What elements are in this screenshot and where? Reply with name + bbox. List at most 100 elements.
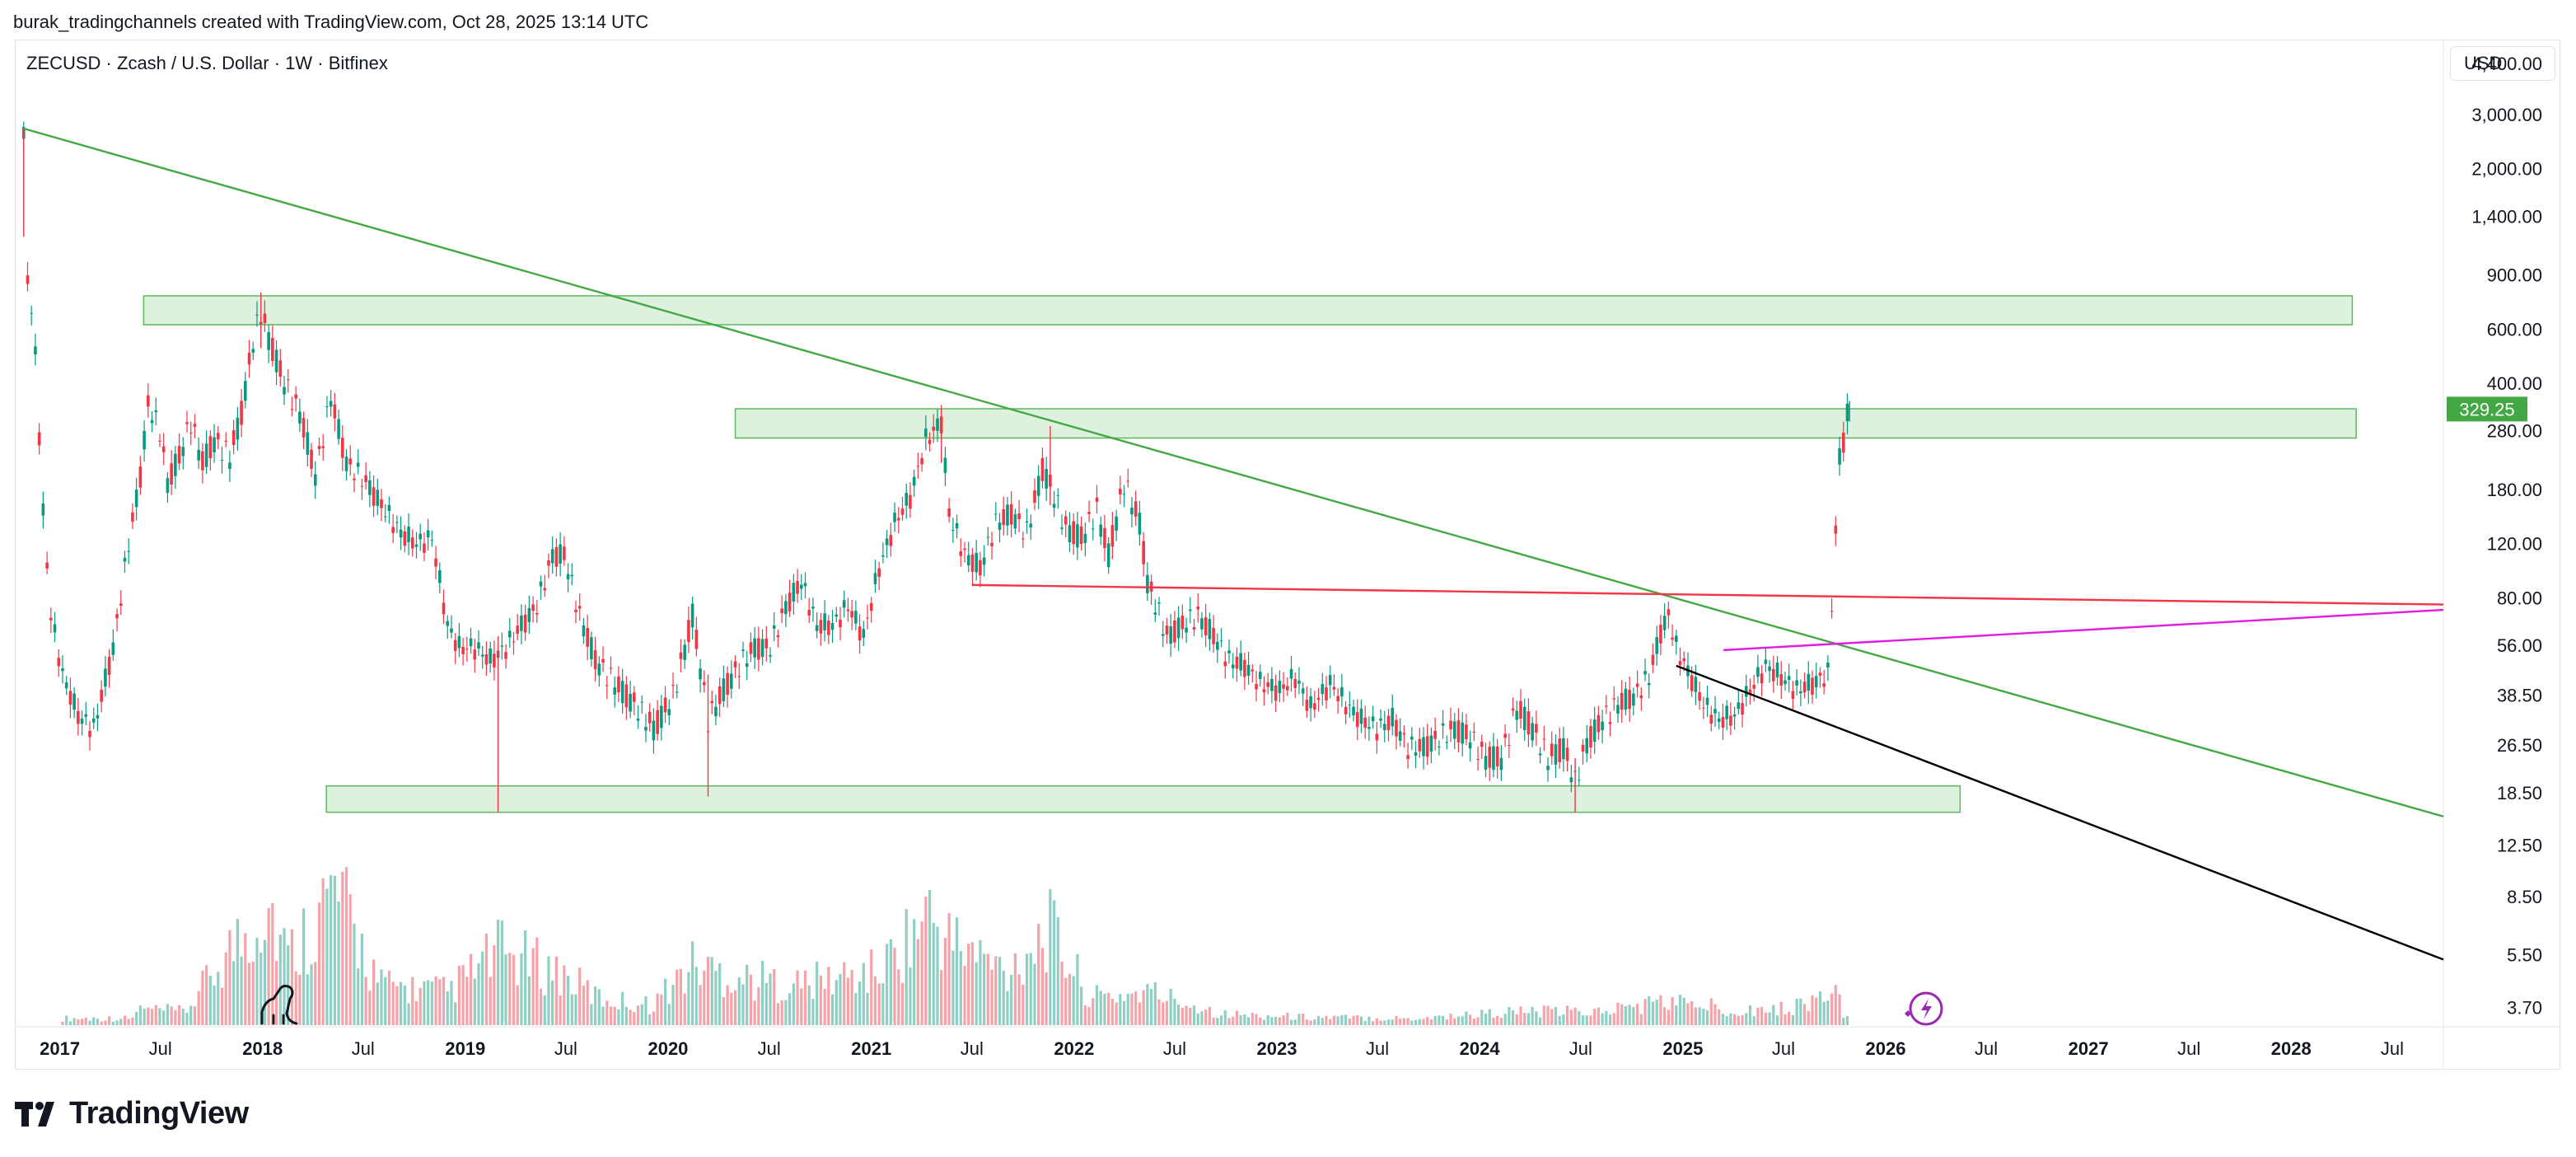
volume-bar xyxy=(784,1000,788,1025)
volume-bar xyxy=(1305,1019,1308,1025)
brand-name: TradingView xyxy=(69,1096,249,1131)
volume-bar xyxy=(807,985,811,1025)
volume-bar xyxy=(1006,991,1009,1025)
volume-bar xyxy=(1157,999,1161,1025)
volume-bar xyxy=(1508,1007,1511,1025)
candle-body xyxy=(947,508,951,518)
candle-body xyxy=(1006,504,1009,526)
volume-bar xyxy=(1110,998,1114,1025)
x-tick-label: 2026 xyxy=(1866,1038,1906,1059)
volume-bar xyxy=(201,970,204,1025)
y-tick-label: 400.00 xyxy=(2487,373,2542,394)
x-tick-label: 2027 xyxy=(2069,1038,2109,1059)
candle-body xyxy=(395,522,399,523)
candle-body xyxy=(609,668,613,669)
candle-body xyxy=(1601,721,1604,731)
volume-bar xyxy=(706,957,710,1025)
volume-bar xyxy=(1080,986,1083,1025)
volume-bar xyxy=(1441,1015,1445,1025)
candle-body xyxy=(1309,696,1312,709)
candle-body xyxy=(593,649,597,670)
volume-bar xyxy=(1103,993,1106,1025)
candle-body xyxy=(201,451,204,471)
candle-body xyxy=(877,568,881,578)
candle-body xyxy=(170,463,173,485)
candle-body xyxy=(271,337,274,362)
volume-bar xyxy=(127,1019,130,1025)
lightning-icon[interactable] xyxy=(1905,991,1943,1026)
candle-body xyxy=(216,433,220,440)
candle-body xyxy=(1064,516,1068,525)
candle-body xyxy=(228,462,231,469)
volume-bar xyxy=(1822,1001,1826,1025)
candle-body xyxy=(1223,661,1227,667)
volume-bar xyxy=(1628,1005,1631,1025)
volume-bar xyxy=(1562,1014,1565,1025)
volume-bar xyxy=(61,1021,64,1025)
candle-body xyxy=(283,386,286,395)
volume-bar xyxy=(414,1001,418,1025)
volume-bar xyxy=(621,991,624,1025)
volume-bar xyxy=(255,937,259,1025)
candle-body xyxy=(1826,663,1830,668)
candle-body xyxy=(1328,675,1332,686)
candle-body xyxy=(1671,637,1674,640)
candle-body xyxy=(827,621,830,635)
candle-body xyxy=(391,527,395,533)
volume-bar xyxy=(710,957,713,1025)
volume-bar xyxy=(803,970,807,1025)
volume-bar xyxy=(877,983,881,1025)
volume-bar xyxy=(166,1004,170,1025)
y-tick-label: 38.50 xyxy=(2497,686,2542,706)
candle-body xyxy=(936,418,939,431)
currency-button[interactable]: USD xyxy=(2450,46,2555,81)
candle-body xyxy=(963,548,966,550)
volume-bar xyxy=(1278,1017,1281,1025)
volume-bar xyxy=(746,964,749,1025)
volume-bar xyxy=(1359,1016,1363,1025)
candle-body xyxy=(788,593,792,611)
volume-bar xyxy=(321,878,325,1025)
candle-body xyxy=(527,607,531,622)
symbol-legend[interactable]: ZECUSD · Zcash / U.S. Dollar · 1W · Bitf… xyxy=(26,53,388,73)
candle-body xyxy=(1379,718,1382,721)
volume-bar xyxy=(1309,1020,1312,1025)
volume-bar xyxy=(1675,1005,1678,1025)
volume-bar xyxy=(1795,998,1798,1025)
candle-body xyxy=(1717,719,1721,723)
volume-bar xyxy=(1010,974,1013,1025)
candle-body xyxy=(1748,689,1752,695)
tradingview-brand[interactable]: TradingView xyxy=(15,1096,249,1131)
candle-body xyxy=(912,476,916,486)
candle-body xyxy=(1321,684,1325,695)
volume-bar xyxy=(193,1006,197,1025)
volume-bar xyxy=(263,939,267,1025)
candle-body xyxy=(617,676,620,693)
volume-bar xyxy=(500,920,503,1025)
candle-body xyxy=(1597,714,1601,733)
candle-body xyxy=(1040,457,1045,481)
candle-body xyxy=(1484,756,1488,770)
x-tick-label: Jul xyxy=(352,1038,375,1059)
candle-body xyxy=(418,533,423,540)
volume-bar xyxy=(862,963,865,1025)
candle-body xyxy=(523,614,527,633)
volume-bar xyxy=(1033,963,1036,1025)
volume-bar xyxy=(1169,988,1172,1025)
candle-body xyxy=(652,720,656,741)
x-tick-label: Jul xyxy=(1163,1038,1186,1059)
candle-body xyxy=(570,574,574,577)
dino-icon[interactable] xyxy=(260,984,298,1025)
volume-bar xyxy=(123,1015,127,1025)
candle-body xyxy=(1363,717,1367,728)
candle-body xyxy=(1029,523,1033,528)
candle-body xyxy=(1756,667,1760,677)
volume-bar xyxy=(554,956,559,1025)
candle-body xyxy=(68,691,72,705)
volume-bar xyxy=(244,933,247,1025)
candle-body xyxy=(1834,525,1838,534)
volume-bar xyxy=(516,985,519,1025)
candle-body xyxy=(749,642,753,654)
candle-body xyxy=(597,663,601,676)
